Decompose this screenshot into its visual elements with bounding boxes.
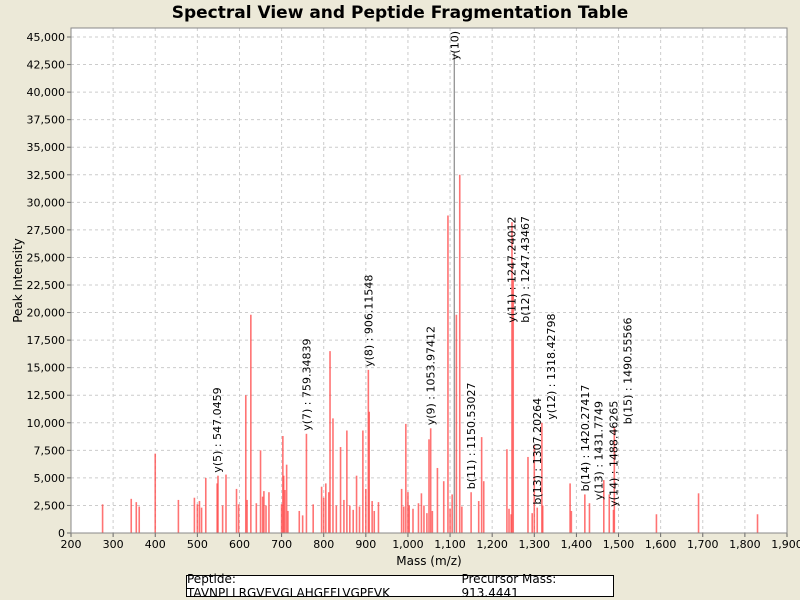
y-tick-label: 17,500	[27, 334, 66, 347]
x-tick-label: 1,800	[729, 538, 761, 551]
plot-border	[70, 27, 788, 534]
peak-annotation: y(11) : 1247.24012	[506, 217, 519, 323]
x-tick-label: 400	[145, 538, 166, 551]
peak-annotation: y(10)	[448, 31, 461, 60]
precursor-mass-label: Precursor Mass: 913.4441	[461, 572, 557, 600]
x-tick-label: 1,200	[476, 538, 508, 551]
x-tick-label: 1,100	[434, 538, 466, 551]
x-tick-label: 300	[103, 538, 124, 551]
x-tick-label: 600	[229, 538, 250, 551]
y-tick-label: 20,000	[27, 307, 66, 320]
peak-annotation: y(7) : 759.34839	[300, 339, 313, 431]
y-tick-label: 5,000	[34, 472, 66, 485]
peak-annotation: y(9) : 1053.97412	[425, 326, 438, 425]
x-tick-label: 800	[313, 538, 334, 551]
y-tick-label: 40,000	[27, 86, 66, 99]
x-tick-label: 200	[61, 538, 82, 551]
x-axis-label: Mass (m/z)	[396, 554, 461, 568]
y-tick-label: 22,500	[27, 279, 66, 292]
peak-annotation: b(14) : 1420.27417	[579, 385, 592, 492]
chart-title: Spectral View and Peptide Fragmentation …	[171, 3, 629, 23]
y-tick-label: 10,000	[27, 417, 66, 430]
peptide-label: Peptide: TAVNPLLRGVEVGLAHGFFLVGPFVK	[187, 572, 390, 600]
peak-annotation: y(12) : 1318.42798	[545, 313, 558, 419]
y-tick-label: 30,000	[27, 196, 66, 209]
peak-annotation: y(13) : 1431.7749	[592, 401, 605, 500]
y-tick-label: 35,000	[27, 141, 66, 154]
y-axis-label: Peak Intensity	[11, 238, 25, 323]
y-tick-label: 32,500	[27, 169, 66, 182]
peak-annotation: y(8) : 906.11548	[362, 275, 375, 367]
peak-annotation: b(11) : 1150.53027	[465, 382, 478, 489]
y-tick-label: 2,500	[34, 499, 66, 512]
y-tick-label: 25,000	[27, 251, 66, 264]
peak-annotation: b(13) : 1307.20264	[531, 398, 544, 505]
y-tick-label: 42,500	[27, 59, 66, 72]
x-tick-label: 500	[187, 538, 208, 551]
x-tick-label: 1,300	[519, 538, 551, 551]
y-tick-label: 12,500	[27, 389, 66, 402]
y-tick-label: 37,500	[27, 114, 66, 127]
peak-annotation: y(14) : 1488.46265	[607, 401, 620, 507]
peak-annotation: y(5) : 547.0459	[211, 387, 224, 472]
x-tick-label: 1,700	[687, 538, 719, 551]
x-tick-label: 1,500	[603, 538, 635, 551]
peak-annotation: b(15) : 1490.55566	[621, 317, 634, 424]
x-tick-label: 1,400	[561, 538, 593, 551]
x-tick-label: 1,900	[771, 538, 800, 551]
x-tick-label: 1,000	[392, 538, 424, 551]
x-tick-label: 1,600	[645, 538, 677, 551]
y-tick-label: 45,000	[27, 31, 66, 44]
y-tick-label: 7,500	[34, 444, 66, 457]
y-tick-label: 27,500	[27, 224, 66, 237]
y-tick-label: 15,000	[27, 362, 66, 375]
legend-box: Peptide: TAVNPLLRGVEVGLAHGFFLVGPFVK Prec…	[186, 572, 614, 600]
x-tick-label: 900	[355, 538, 376, 551]
x-tick-label: 700	[271, 538, 292, 551]
y-tick-label: 0	[58, 527, 65, 540]
peak-annotation: b(12) : 1247.43467	[519, 216, 532, 323]
